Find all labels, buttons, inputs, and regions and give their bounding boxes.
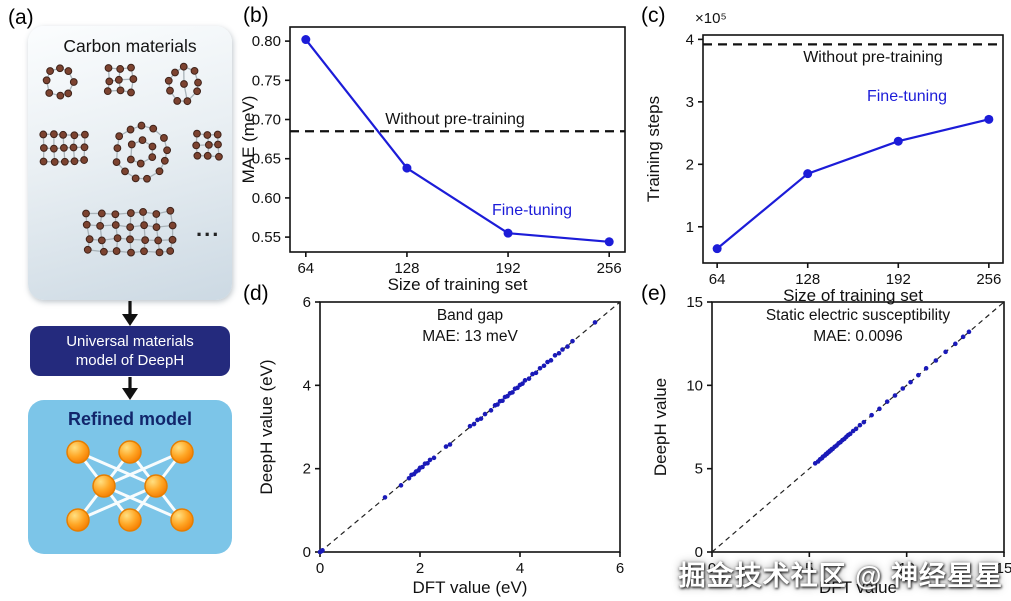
- svg-text:0: 0: [316, 560, 324, 577]
- svg-text:5: 5: [695, 461, 703, 478]
- svg-text:10: 10: [686, 377, 703, 394]
- svg-text:DeepH value: DeepH value: [651, 378, 670, 476]
- svg-text:6: 6: [303, 294, 311, 311]
- carbon-materials-title: Carbon materials: [63, 36, 197, 56]
- panel-label-d: (d): [243, 282, 269, 305]
- svg-text:Size of training set: Size of training set: [388, 275, 528, 294]
- svg-text:MAE: 0.0096: MAE: 0.0096: [813, 328, 903, 345]
- chart-e-canvas: 0 5 10 15 0 5 10 15 DFT value DeepH value Static e…: [651, 294, 1011, 597]
- panel-label-e: (e): [641, 282, 667, 305]
- deeph-model-box: Universal materials model of DeepH: [30, 326, 230, 376]
- carbon-structures-illustration: [39, 62, 223, 257]
- svg-text:Fine-tuning: Fine-tuning: [492, 202, 572, 219]
- svg-text:DFT value: DFT value: [819, 578, 897, 597]
- svg-text:0.80: 0.80: [252, 33, 281, 50]
- svg-text:2: 2: [686, 156, 694, 173]
- carbon-materials-panel: Carbon materials ...: [28, 26, 232, 300]
- watermark: 掘金技术社区 @ 神经星星: [678, 561, 1003, 591]
- svg-text:1: 1: [686, 219, 694, 236]
- svg-text:192: 192: [886, 271, 911, 288]
- svg-text:0: 0: [695, 544, 703, 561]
- svg-text:Static electric susceptibility: Static electric susceptibility: [766, 307, 951, 324]
- chart-d-canvas: 0 2 4 6 0 2 4 6 DFT value (eV) DeepH value (eV) Ba…: [257, 294, 624, 597]
- svg-text:2: 2: [303, 461, 311, 478]
- neural-network-diagram: [66, 440, 194, 532]
- svg-text:MAE (meV): MAE (meV): [240, 96, 258, 184]
- svg-text:Fine-tuning: Fine-tuning: [867, 88, 947, 105]
- svg-text:64: 64: [709, 271, 726, 288]
- svg-text:128: 128: [795, 271, 820, 288]
- svg-text:10: 10: [898, 560, 915, 577]
- svg-text:0.75: 0.75: [252, 72, 281, 89]
- svg-text:×10⁵: ×10⁵: [695, 10, 727, 27]
- svg-text:3: 3: [686, 94, 694, 111]
- svg-text:0.55: 0.55: [252, 229, 281, 246]
- ellipsis-text: ...: [196, 216, 221, 241]
- svg-text:6: 6: [616, 560, 624, 577]
- svg-text:0: 0: [303, 544, 311, 561]
- refined-model-box: Refined model: [28, 400, 232, 554]
- svg-text:DeepH value (eV): DeepH value (eV): [257, 359, 276, 494]
- svg-text:Training steps: Training steps: [645, 96, 663, 202]
- svg-text:256: 256: [597, 260, 622, 277]
- svg-text:5: 5: [805, 560, 813, 577]
- chart-b-canvas: 64 128 192 256 0.55 0.60 0.65 0.70 0.75 0.80 Size …: [240, 26, 626, 294]
- chart-c-canvas: 64 128 192 256 1 2 3 4 Size of training set Train…: [645, 10, 1004, 305]
- svg-text:15: 15: [686, 294, 703, 311]
- svg-text:4: 4: [686, 31, 694, 48]
- svg-text:2: 2: [416, 560, 424, 577]
- svg-text:Without pre-training: Without pre-training: [385, 111, 525, 128]
- panel-label-b: (b): [243, 4, 269, 27]
- svg-text:192: 192: [496, 260, 521, 277]
- panel-label-a: (a): [8, 6, 34, 29]
- svg-text:0.65: 0.65: [252, 151, 281, 168]
- svg-text:128: 128: [394, 260, 419, 277]
- svg-text:4: 4: [303, 377, 311, 394]
- svg-text:Band gap: Band gap: [437, 307, 503, 324]
- deeph-model-label: Universal materials model of DeepH: [66, 332, 194, 370]
- svg-text:DFT value (eV): DFT value (eV): [413, 578, 528, 597]
- svg-text:Size of training set: Size of training set: [783, 286, 923, 305]
- svg-text:Without pre-training: Without pre-training: [803, 49, 943, 66]
- svg-text:0.70: 0.70: [252, 112, 281, 129]
- panel-label-c: (c): [641, 4, 666, 27]
- svg-text:MAE: 13 meV: MAE: 13 meV: [422, 328, 518, 345]
- svg-text:4: 4: [516, 560, 524, 577]
- refined-model-title: Refined model: [67, 409, 192, 429]
- down-arrow-icon: [122, 377, 138, 400]
- svg-text:0.60: 0.60: [252, 190, 281, 207]
- svg-text:64: 64: [297, 260, 314, 277]
- svg-text:256: 256: [976, 271, 1001, 288]
- down-arrow-icon: [122, 301, 138, 326]
- svg-text:15: 15: [996, 560, 1011, 577]
- svg-text:0: 0: [708, 560, 716, 577]
